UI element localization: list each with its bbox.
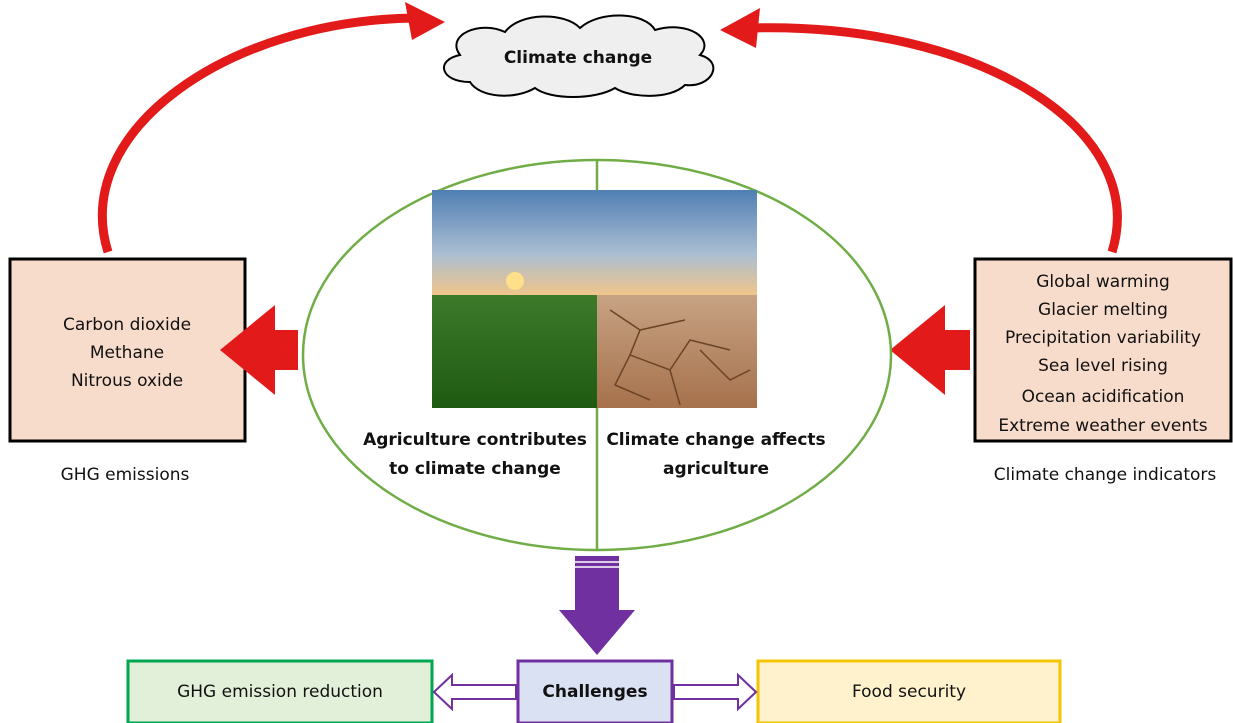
left-arrow xyxy=(432,672,517,712)
arrow-head xyxy=(405,2,445,40)
box-line: Carbon dioxide xyxy=(63,315,191,335)
photo-grass xyxy=(432,295,597,408)
block-arrow xyxy=(890,305,970,395)
cloud xyxy=(443,14,715,98)
box-line: Nitrous oxide xyxy=(71,371,183,391)
bottom-label: GHG emission reduction xyxy=(177,682,383,702)
sun xyxy=(506,272,524,290)
box-line: Methane xyxy=(90,343,164,363)
curved-arrow xyxy=(751,23,1122,254)
box-line: Precipitation variability xyxy=(1005,328,1201,348)
center-text: Climate change affects xyxy=(606,430,825,450)
box-caption: GHG emissions xyxy=(61,465,190,485)
curved-arrow xyxy=(97,13,416,254)
photo xyxy=(432,190,757,408)
challenges-box xyxy=(516,659,674,723)
right-arrow xyxy=(673,672,758,712)
food-box xyxy=(756,659,1062,723)
block-arrow xyxy=(220,305,298,395)
photo-soil xyxy=(597,295,757,408)
box-line: Extreme weather events xyxy=(998,416,1207,436)
down-arrow xyxy=(559,556,635,655)
box-caption: Climate change indicators xyxy=(994,465,1217,485)
bottom-label: Food security xyxy=(852,682,966,702)
box-line: Sea level rising xyxy=(1038,356,1168,376)
reduction-box xyxy=(126,659,434,723)
box-line: Ocean acidification xyxy=(1022,387,1185,407)
ghg-box xyxy=(8,257,247,443)
center-text: Agriculture contributes xyxy=(363,430,587,450)
cloud-label: Climate change xyxy=(504,48,652,68)
center-text: agriculture xyxy=(663,459,769,479)
photo-sky xyxy=(432,190,757,295)
indicators-box xyxy=(973,257,1233,443)
cracks xyxy=(609,309,751,406)
bottom-label: Challenges xyxy=(542,682,647,702)
box-line: Glacier melting xyxy=(1038,300,1168,320)
center-text: to climate change xyxy=(389,459,561,479)
arrow-head xyxy=(720,8,760,48)
box-line: Global warming xyxy=(1036,272,1170,292)
